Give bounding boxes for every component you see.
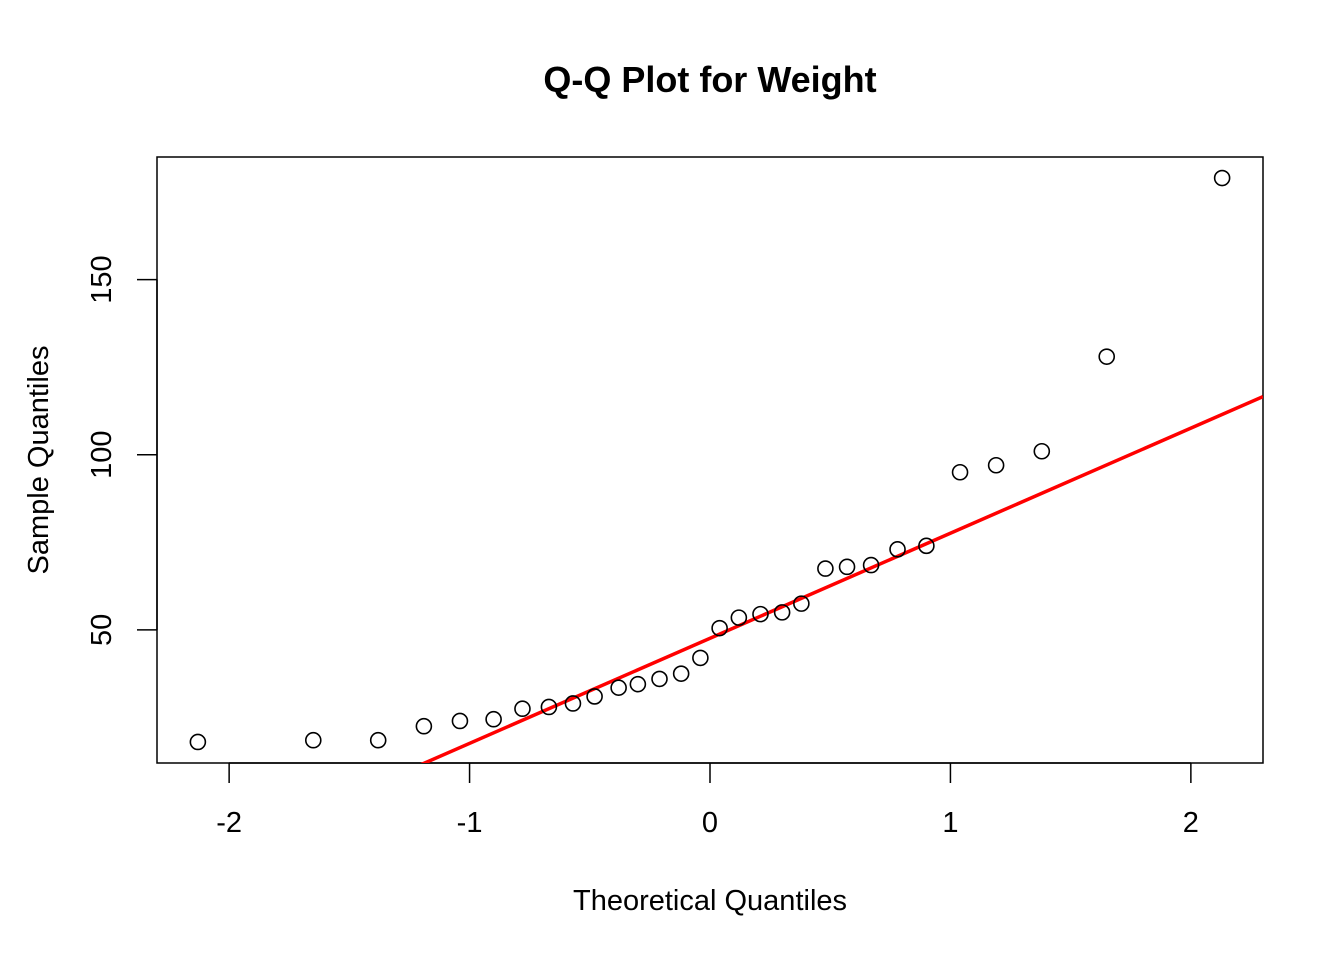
x-tick-label: 2 bbox=[1183, 807, 1199, 839]
data-point bbox=[793, 595, 810, 612]
x-tick-label: 0 bbox=[702, 807, 718, 839]
data-point bbox=[1098, 348, 1116, 365]
data-point bbox=[651, 670, 668, 688]
data-point bbox=[564, 695, 582, 712]
data-point bbox=[987, 456, 1005, 474]
data-point bbox=[415, 717, 433, 735]
x-tick-label: -2 bbox=[216, 807, 242, 839]
data-points bbox=[189, 169, 1231, 751]
y-tick-label: 50 bbox=[86, 614, 118, 646]
data-point bbox=[752, 605, 769, 623]
data-point bbox=[369, 731, 387, 749]
y-axis-label: Sample Quantiles bbox=[23, 346, 55, 575]
data-point bbox=[514, 700, 531, 718]
data-point bbox=[918, 537, 935, 555]
x-axis-label: Theoretical Quantiles bbox=[573, 885, 847, 917]
data-point bbox=[773, 604, 791, 621]
data-point bbox=[1213, 169, 1231, 187]
data-point bbox=[951, 463, 969, 481]
data-point bbox=[189, 733, 207, 751]
data-point bbox=[610, 679, 627, 696]
data-point bbox=[889, 541, 906, 558]
y-axis: 50 100 150 bbox=[86, 255, 158, 646]
y-tick-label: 100 bbox=[86, 431, 118, 479]
reference-line bbox=[420, 394, 1263, 763]
data-point bbox=[1033, 442, 1051, 460]
chart-title: Q-Q Plot for Weight bbox=[543, 59, 876, 100]
data-point bbox=[540, 698, 558, 716]
x-tick-label: -1 bbox=[457, 807, 483, 839]
data-point bbox=[730, 609, 748, 626]
data-point bbox=[711, 619, 728, 637]
data-point bbox=[817, 560, 834, 577]
plot-frame bbox=[156, 156, 1264, 764]
x-tick-label: 1 bbox=[942, 807, 958, 839]
data-point bbox=[838, 558, 856, 576]
data-point bbox=[304, 731, 322, 749]
y-tick-label: 150 bbox=[86, 255, 118, 303]
data-point bbox=[586, 688, 603, 705]
data-point bbox=[692, 649, 709, 667]
data-point bbox=[451, 712, 469, 730]
data-point bbox=[629, 675, 647, 693]
data-point bbox=[485, 710, 502, 728]
reference-line-group bbox=[420, 394, 1263, 763]
data-point bbox=[862, 556, 880, 574]
data-point bbox=[672, 665, 690, 682]
x-axis: -2 -1 0 1 2 bbox=[216, 762, 1199, 839]
